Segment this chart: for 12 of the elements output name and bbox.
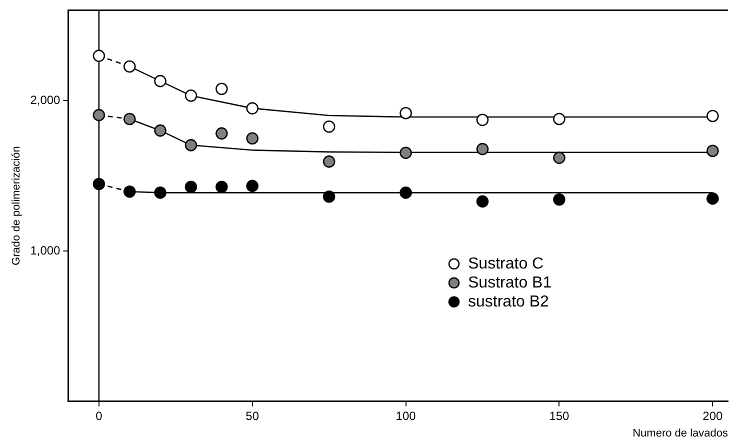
x-tick-label: 200 bbox=[702, 408, 723, 423]
y-axis-title: Grado de polimerización bbox=[10, 146, 23, 266]
x-axis-title: Numero de lavados bbox=[632, 427, 728, 440]
x-tick-label: 100 bbox=[396, 408, 416, 423]
x-tick-label: 150 bbox=[549, 408, 570, 423]
legend-label: Sustrato B1 bbox=[468, 274, 552, 292]
x-tick-label: 50 bbox=[246, 408, 260, 423]
x-tick-label: 0 bbox=[96, 408, 103, 423]
legend-label: Sustrato C bbox=[468, 255, 544, 272]
y-tick-label: 2,000 bbox=[30, 92, 61, 107]
y-tick-label: 1,000 bbox=[30, 243, 61, 258]
legend-label: sustrato B2 bbox=[468, 293, 550, 310]
